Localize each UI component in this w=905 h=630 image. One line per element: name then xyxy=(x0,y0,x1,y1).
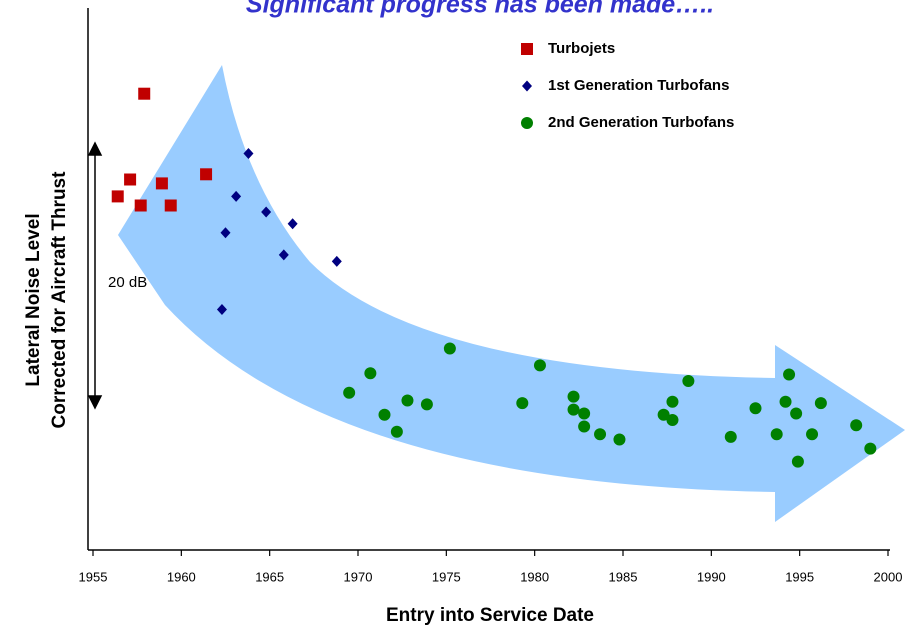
legend-label: 2nd Generation Turbofans xyxy=(548,114,734,131)
legend-label: 1st Generation Turbofans xyxy=(548,77,729,94)
x-tick-label: 1970 xyxy=(344,569,373,584)
point xyxy=(516,397,529,410)
point xyxy=(666,395,679,408)
legend-label: Turbojets xyxy=(548,40,615,57)
point xyxy=(666,414,679,426)
point xyxy=(724,430,737,443)
point xyxy=(216,304,227,315)
point xyxy=(378,408,391,421)
x-tick-label: 1965 xyxy=(255,569,284,584)
point xyxy=(783,368,796,381)
point xyxy=(164,199,177,212)
point xyxy=(278,249,289,261)
point xyxy=(200,168,213,181)
point xyxy=(124,173,137,186)
point xyxy=(791,455,804,468)
point xyxy=(779,395,792,408)
point xyxy=(806,428,819,441)
point xyxy=(138,87,151,100)
point xyxy=(243,148,254,159)
point xyxy=(850,419,863,432)
point xyxy=(578,420,591,433)
x-tick-label: 1995 xyxy=(785,569,814,584)
chart-title: Significant progress has been made….. xyxy=(246,0,714,19)
point xyxy=(390,425,403,438)
point xyxy=(770,428,783,441)
point xyxy=(790,407,803,420)
trend-arrow xyxy=(118,65,905,522)
point xyxy=(682,375,695,387)
x-tick-label: 1980 xyxy=(520,569,549,584)
point xyxy=(261,206,272,218)
point xyxy=(155,177,168,190)
legend-marker xyxy=(521,43,533,55)
point xyxy=(287,218,298,230)
x-tick-label: 1990 xyxy=(697,569,726,584)
legend-marker xyxy=(522,80,532,92)
y-axis-label: Lateral Noise Level xyxy=(23,213,44,386)
point xyxy=(420,398,433,411)
point xyxy=(749,402,762,415)
point xyxy=(864,442,877,455)
point xyxy=(613,433,626,446)
x-tick-label: 2000 xyxy=(874,569,903,584)
point xyxy=(567,390,580,403)
point xyxy=(533,359,546,372)
point xyxy=(578,407,591,420)
x-tick-label: 1960 xyxy=(167,569,196,584)
point xyxy=(443,342,456,355)
point xyxy=(401,394,414,407)
point xyxy=(343,386,356,399)
legend-marker xyxy=(521,117,533,129)
point xyxy=(814,397,827,410)
point xyxy=(364,367,377,380)
point xyxy=(134,199,147,212)
point xyxy=(111,190,124,203)
point xyxy=(567,403,580,416)
point xyxy=(220,227,231,239)
point xyxy=(594,428,607,441)
point xyxy=(331,255,342,267)
x-tick-label: 1985 xyxy=(609,569,638,584)
annotation: 20 dB xyxy=(108,274,147,291)
scale-bar xyxy=(87,141,103,410)
point xyxy=(231,190,242,202)
point xyxy=(657,408,670,421)
y-axis-label: Corrected for Aircraft Thrust xyxy=(49,171,70,429)
x-axis-label: Entry into Service Date xyxy=(386,605,594,626)
x-tick-label: 1975 xyxy=(432,569,461,584)
x-tick-label: 1955 xyxy=(79,569,108,584)
